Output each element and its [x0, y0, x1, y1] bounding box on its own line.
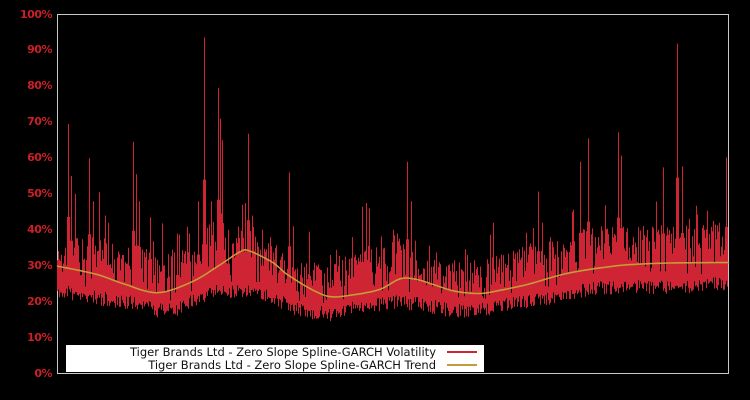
- legend: Tiger Brands Ltd - Zero Slope Spline-GAR…: [66, 345, 484, 372]
- y-axis-tick-label: 60%: [27, 151, 52, 165]
- legend-volatility-line-swatch: [447, 351, 477, 353]
- legend-trend-line-swatch: [447, 364, 477, 366]
- y-axis-tick-label: 30%: [27, 258, 52, 272]
- legend-item-trend: Tiger Brands Ltd - Zero Slope Spline-GAR…: [66, 358, 484, 372]
- legend-label-trend: Tiger Brands Ltd - Zero Slope Spline-GAR…: [148, 358, 436, 372]
- y-axis-tick-label: 20%: [27, 294, 52, 308]
- y-axis-tick-label: 70%: [27, 115, 52, 129]
- y-axis-tick-label: 80%: [27, 79, 52, 93]
- y-axis-tick-label: 90%: [27, 43, 52, 57]
- volatility-series: [57, 37, 728, 322]
- legend-label-volatility: Tiger Brands Ltd - Zero Slope Spline-GAR…: [130, 345, 436, 359]
- y-axis-tick-label: 0%: [34, 366, 52, 380]
- y-axis-tick-label: 50%: [27, 187, 52, 200]
- plot-border: [57, 14, 729, 374]
- y-axis-tick-label: 100%: [20, 7, 52, 21]
- y-axis-tick-label: 10%: [27, 330, 52, 344]
- y-axis-tick-label: 40%: [27, 222, 52, 236]
- legend-item-volatility: Tiger Brands Ltd - Zero Slope Spline-GAR…: [66, 345, 484, 359]
- trend-series: [56, 248, 730, 298]
- y-axis: 0% 10% 20% 30% 40% 50% 60% 70% 80% 90% 100%: [0, 0, 52, 400]
